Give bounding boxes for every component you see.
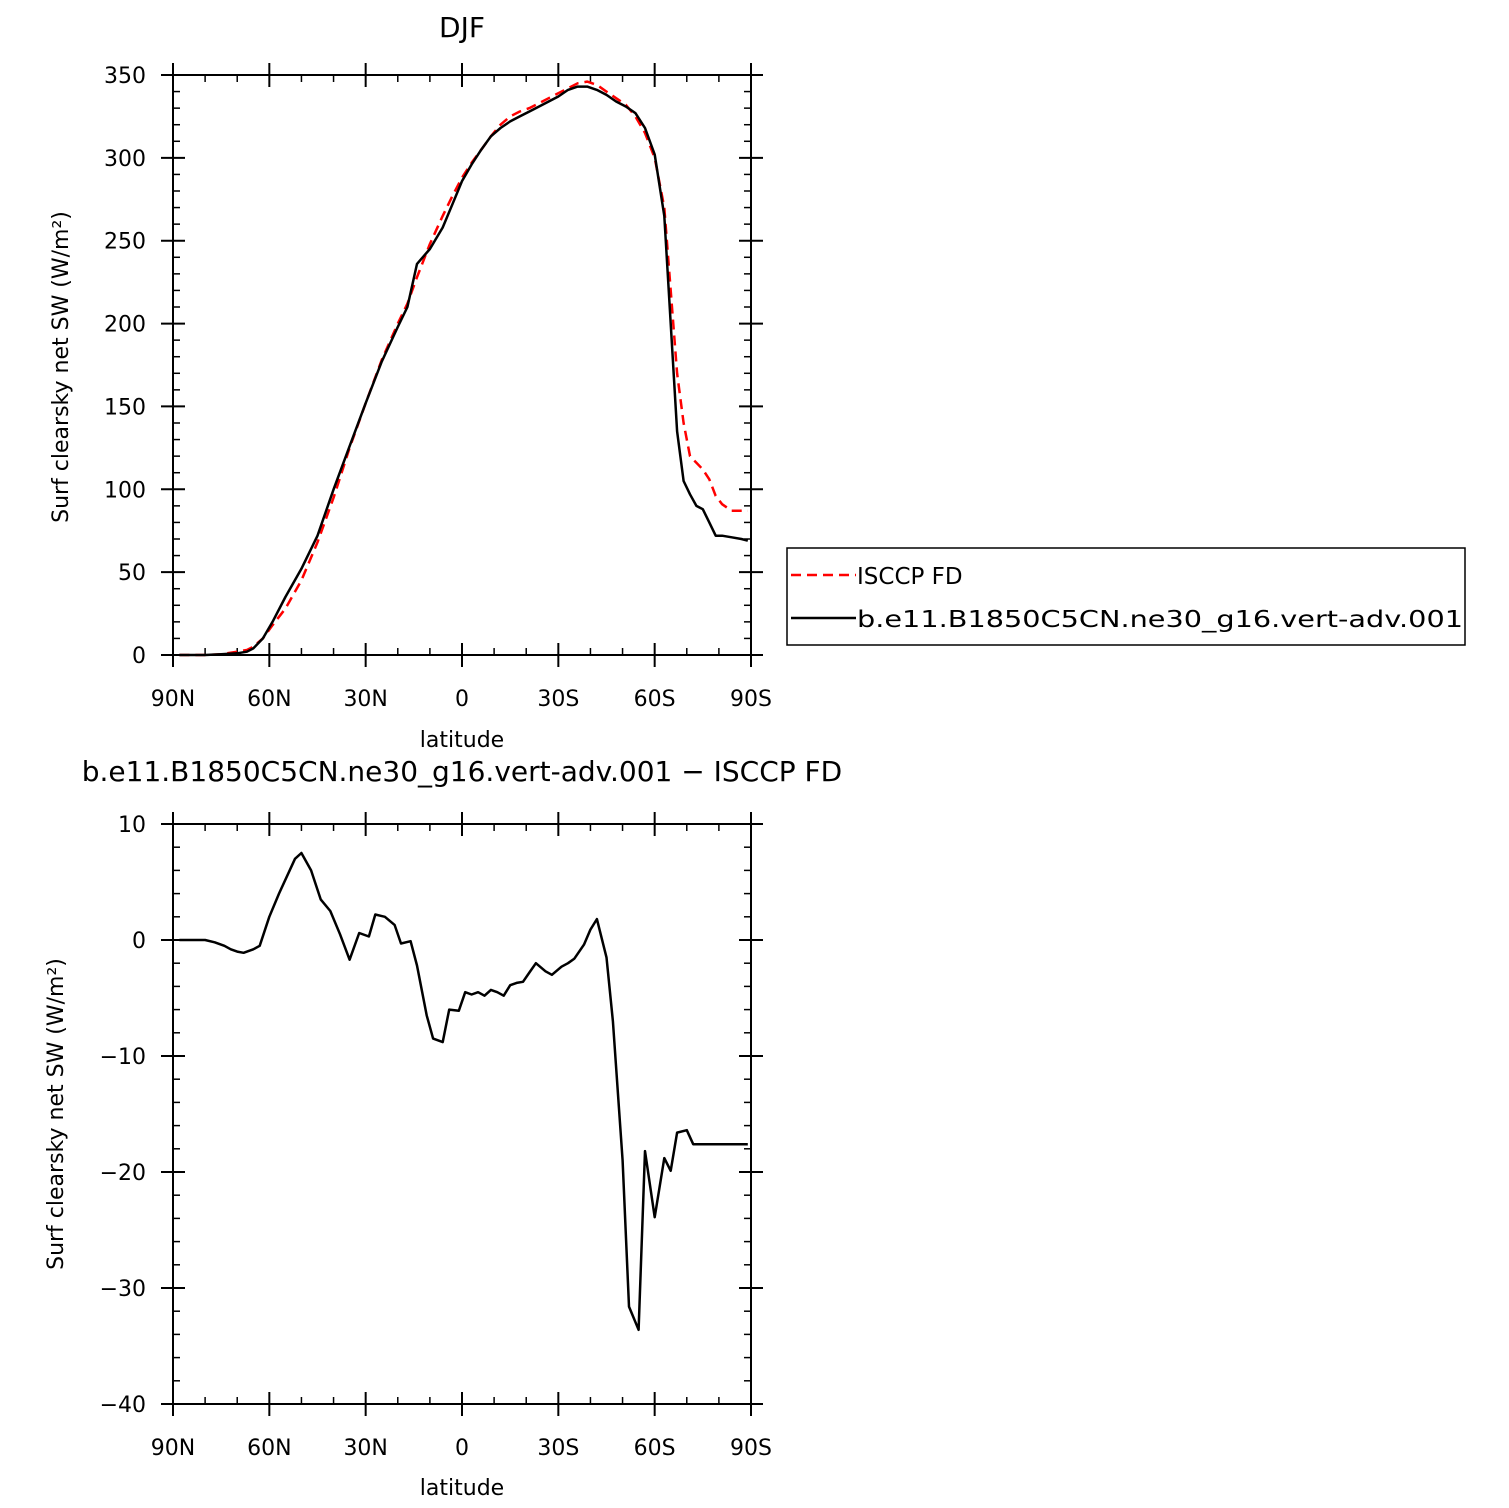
top-x-axis-label: latitude [420,728,504,753]
legend: ISCCP FD b.e11.B1850C5CN.ne30_g16.vert-a… [786,547,1466,646]
bottom-plot-frame [172,823,752,1405]
y-tick-label: −30 [100,1277,146,1302]
y-tick-label: 200 [104,313,146,338]
x-tick-label: 0 [455,687,469,712]
x-tick-label: 30S [537,687,579,712]
x-tick-label: 0 [455,1436,469,1461]
top-y-axis-label: Surf clearsky net SW (W/m²) [49,211,74,523]
x-tick-label: 60S [634,687,676,712]
x-tick-label: 60N [247,1436,291,1461]
top-plot-frame [172,74,752,656]
top-chart-title: DJF [439,11,485,44]
x-tick-label: 60S [634,1436,676,1461]
bottom-panel: b.e11.B1850C5CN.ne30_g16.vert-adv.001 − … [44,755,842,1501]
y-tick-label: 150 [104,395,146,420]
y-tick-label: 250 [104,230,146,255]
top-series-line-0 [179,80,748,657]
bottom-ticks [161,812,763,1416]
y-tick-label: 300 [104,147,146,172]
top-tick-labels: 90N 60N 30N 0 30S 60S 90S 0 50 100 150 200 250 300 350 [104,64,772,712]
bottom-lines [179,851,748,1332]
x-tick-label: 90S [730,1436,772,1461]
top-lines [179,80,749,657]
y-tick-label: 0 [132,929,146,954]
y-tick-label: 100 [104,478,146,503]
legend-label-model: b.e11.B1850C5CN.ne30_g16.vert-adv.001 [857,607,1463,633]
y-tick-label: 0 [132,644,146,669]
y-tick-label: −40 [100,1393,146,1418]
x-tick-label: 90N [151,1436,195,1461]
y-tick-label: 50 [118,561,146,586]
bottom-series-line-0 [179,851,748,1332]
top-series-line-1 [179,85,749,657]
y-tick-label: 350 [104,64,146,89]
x-tick-label: 90N [151,687,195,712]
top-panel: DJF latitude Surf clearsky net SW (W/m²)… [49,11,772,753]
bottom-tick-labels: 90N 60N 30N 0 30S 60S 90S −40 −30 −20 −10 0 10 [100,813,772,1461]
x-tick-label: 60N [247,687,291,712]
bottom-chart-title: b.e11.B1850C5CN.ne30_g16.vert-adv.001 − … [82,755,842,788]
legend-label-isccp: ISCCP FD [857,564,963,590]
x-tick-label: 30S [537,1436,579,1461]
y-tick-label: −10 [100,1045,146,1070]
bottom-x-axis-label: latitude [420,1476,504,1501]
x-tick-label: 90S [730,687,772,712]
x-tick-label: 30N [343,687,387,712]
y-tick-label: 10 [118,813,146,838]
bottom-y-axis-label: Surf clearsky net SW (W/m²) [44,958,69,1270]
legend-box [786,547,1466,646]
y-tick-label: −20 [100,1161,146,1186]
x-tick-label: 30N [343,1436,387,1461]
